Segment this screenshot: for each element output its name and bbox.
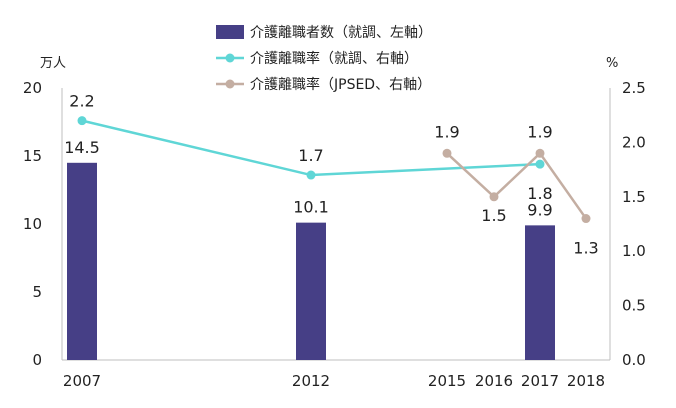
x-tick-label: 2007 (63, 372, 101, 390)
bar-label-2017: 9.9 (527, 200, 552, 219)
legend: 介護離職者数（就調、左軸） 介護離職率（就調、右軸） 介護離職率（JPSED、右軸） (216, 24, 432, 93)
right-axis-unit: % (606, 56, 618, 71)
x-tick-label: 2015 (428, 372, 466, 390)
point-label-1-2017: 1.8 (527, 184, 552, 203)
point-1-2007 (77, 116, 87, 126)
point-label-1-2012: 1.7 (298, 146, 323, 165)
left-tick-label: 10 (23, 215, 42, 233)
point-label-2-2017: 1.9 (527, 122, 552, 141)
bars (67, 162, 555, 360)
legend-swatch-marker-2 (225, 79, 235, 89)
bar-2012 (296, 222, 326, 360)
left-tick-label: 5 (32, 283, 42, 301)
point-2-2016 (489, 192, 499, 202)
right-tick-label: 2.5 (622, 79, 646, 97)
x-tick-label: 2012 (292, 372, 330, 390)
bar-label-2012: 10.1 (293, 198, 329, 217)
series-line-2 (446, 151, 588, 220)
bar-2007 (67, 162, 97, 360)
left-tick-label: 0 (32, 351, 42, 369)
left-tick-label: 20 (23, 79, 42, 97)
legend-label-1: 介護離職率（就調、右軸） (250, 50, 418, 67)
point-label-2-2015: 1.9 (434, 122, 459, 141)
point-2-2018 (581, 214, 591, 224)
legend-label-0: 介護離職者数（就調、左軸） (250, 24, 432, 41)
right-tick-label: 0.0 (622, 351, 646, 369)
legend-label-2: 介護離職率（JPSED、右軸） (250, 76, 431, 93)
right-tick-label: 1.0 (622, 242, 646, 260)
lines (77, 116, 591, 224)
right-tick-label: 0.5 (622, 297, 646, 315)
point-2-2017 (535, 148, 545, 158)
bar-label-2007: 14.5 (64, 138, 100, 157)
left-axis-unit: 万人 (40, 56, 66, 71)
x-tick-label: 2018 (567, 372, 605, 390)
point-label-2-2018: 1.3 (573, 239, 598, 258)
point-label-1-2007: 2.2 (69, 92, 94, 111)
point-1-2017 (535, 159, 545, 169)
x-tick-label: 2017 (521, 372, 559, 390)
point-label-2-2016: 1.5 (481, 206, 506, 225)
bar-2017 (525, 225, 555, 360)
right-tick-label: 1.5 (622, 188, 646, 206)
data-labels: 14.5 10.1 9.9 2.2 1.7 1.8 1.9 1.5 1.9 1.3 (64, 92, 599, 258)
legend-swatch-bar (216, 25, 244, 39)
axes: 0 5 10 15 20 0.0 0.5 1.0 1.5 2.0 2.5 万人 % 2007 2012 201… (23, 56, 646, 390)
right-tick-label: 2.0 (622, 133, 646, 151)
legend-swatch-marker-1 (225, 53, 235, 63)
left-tick-label: 15 (23, 147, 42, 165)
point-2-2015 (442, 148, 452, 158)
point-1-2012 (306, 170, 316, 180)
x-tick-label: 2016 (475, 372, 513, 390)
